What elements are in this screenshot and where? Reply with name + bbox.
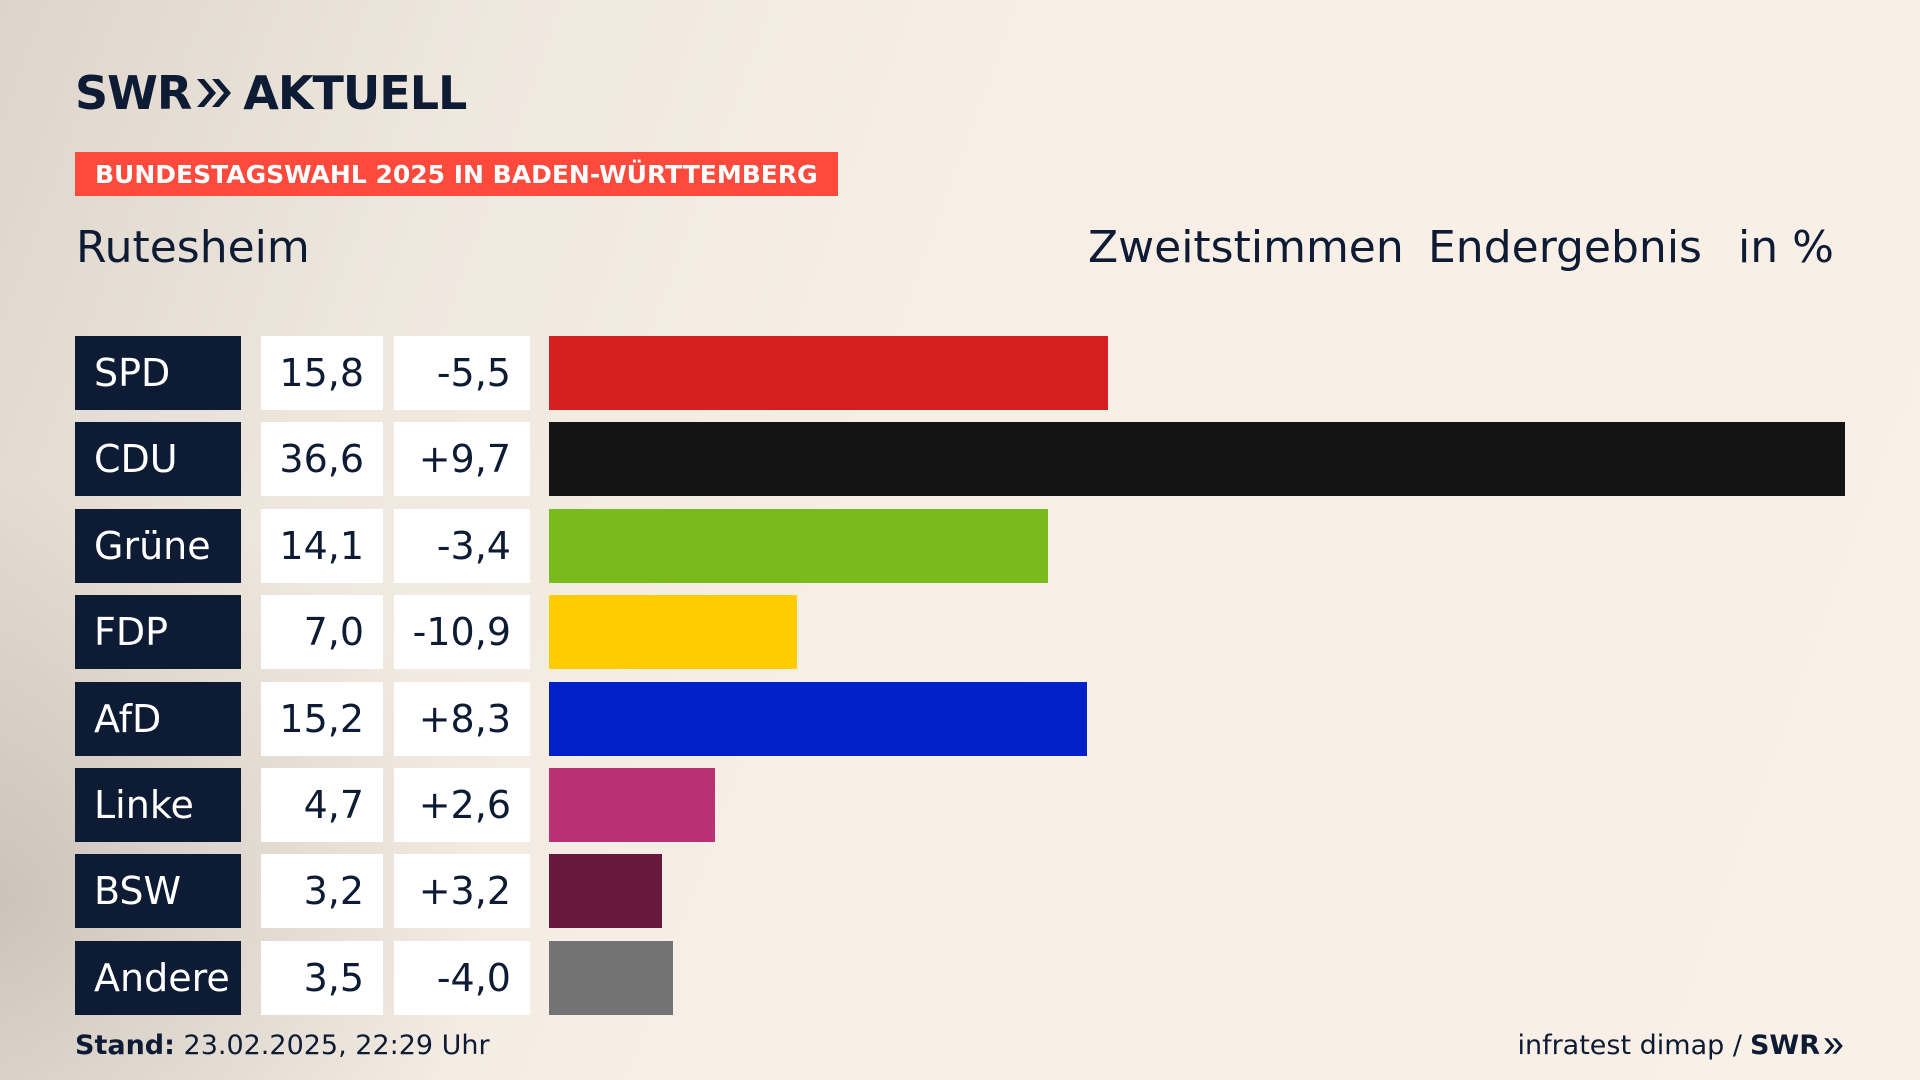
vote-share-bar: [549, 941, 673, 1015]
vote-change-value: +9,7: [394, 422, 530, 496]
logo-aktuell-text: AKTUELL: [243, 66, 467, 120]
vote-share-value: 15,8: [261, 336, 383, 410]
party-name: BSW: [75, 854, 241, 928]
party-name: CDU: [75, 422, 241, 496]
vote-share-value: 4,7: [261, 768, 383, 842]
region-title: Rutesheim: [76, 222, 310, 273]
vote-share-bar: [549, 682, 1088, 756]
vote-share-value: 7,0: [261, 595, 383, 669]
party-row: FDP 7,0 -10,9: [75, 595, 1845, 669]
source-brand-text: SWR: [1749, 1030, 1820, 1061]
swr-aktuell-logo: SWR AKTUELL: [75, 66, 467, 120]
result-status-label: Endergebnis: [1428, 222, 1702, 273]
vote-change-value: +2,6: [394, 768, 530, 842]
vote-share-value: 14,1: [261, 509, 383, 583]
party-row: BSW 3,2 +3,2: [75, 854, 1845, 928]
vote-share-bar: [549, 854, 663, 928]
source-text: infratest dimap /: [1517, 1030, 1742, 1061]
logo-swr-text: SWR: [75, 66, 192, 120]
party-row: Andere 3,5 -4,0: [75, 941, 1845, 1015]
double-chevron-icon: [1824, 1037, 1843, 1054]
party-row: AfD 15,2 +8,3: [75, 682, 1845, 756]
timestamp: Stand: 23.02.2025, 22:29 Uhr: [75, 1030, 490, 1061]
vote-change-value: -3,4: [394, 509, 530, 583]
party-name: SPD: [75, 336, 241, 410]
vote-share-value: 3,5: [261, 941, 383, 1015]
vote-change-value: +8,3: [394, 682, 530, 756]
election-badge-text: BUNDESTAGSWAHL 2025 IN BADEN-WÜRTTEMBERG: [95, 159, 818, 189]
vote-change-value: -10,9: [394, 595, 530, 669]
party-name: AfD: [75, 682, 241, 756]
timestamp-value: 23.02.2025, 22:29 Uhr: [183, 1030, 490, 1061]
party-row: SPD 15,8 -5,5: [75, 336, 1845, 410]
double-chevron-icon: [197, 79, 232, 107]
party-row: Linke 4,7 +2,6: [75, 768, 1845, 842]
vote-share-value: 3,2: [261, 854, 383, 928]
vote-share-bar: [549, 336, 1109, 410]
source-credit: infratest dimap / SWR: [1517, 1030, 1845, 1061]
vote-change-value: -5,5: [394, 336, 530, 410]
party-name: Andere: [75, 941, 241, 1015]
vote-type-label: Zweitstimmen: [1088, 222, 1404, 273]
party-name: FDP: [75, 595, 241, 669]
party-row: CDU 36,6 +9,7: [75, 422, 1845, 496]
vote-share-bar: [549, 595, 797, 669]
vote-share-value: 36,6: [261, 422, 383, 496]
vote-change-value: +3,2: [394, 854, 530, 928]
unit-label: in %: [1738, 222, 1834, 273]
party-name: Grüne: [75, 509, 241, 583]
timestamp-label: Stand:: [75, 1030, 175, 1061]
vote-share-bar: [549, 509, 1049, 583]
election-badge: BUNDESTAGSWAHL 2025 IN BADEN-WÜRTTEMBERG: [75, 152, 838, 196]
vote-share-bar: [549, 422, 1845, 496]
vote-change-value: -4,0: [394, 941, 530, 1015]
party-name: Linke: [75, 768, 241, 842]
party-row: Grüne 14,1 -3,4: [75, 509, 1845, 583]
vote-share-bar: [549, 768, 716, 842]
vote-share-value: 15,2: [261, 682, 383, 756]
source-brand: SWR: [1750, 1030, 1845, 1061]
